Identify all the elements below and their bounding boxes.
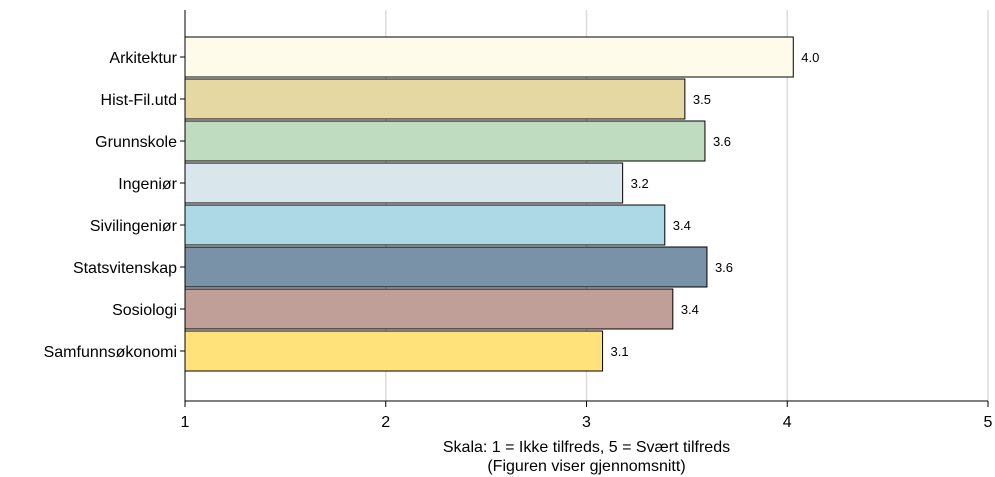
category-labels: Arkitektur Hist-Fil.utd Grunnskole Ingeniør… bbox=[44, 50, 185, 361]
category-label-3: Ingeniør bbox=[118, 176, 177, 193]
bar-0 bbox=[184, 36, 794, 78]
category-label-1: Hist-Fil.utd bbox=[101, 92, 177, 109]
value-label-2: 3.6 bbox=[713, 134, 731, 149]
value-label-0: 4.0 bbox=[801, 50, 819, 65]
bar-2 bbox=[184, 120, 706, 162]
value-label-3: 3.2 bbox=[631, 176, 649, 191]
bar-3 bbox=[184, 162, 624, 204]
category-label-0: Arkitektur bbox=[109, 50, 177, 67]
x-tick-label-4: 4 bbox=[783, 414, 792, 431]
x-axis-label: Skala: 1 = Ikke tilfreds, 5 = Svært tilf… bbox=[443, 439, 730, 456]
value-label-6: 3.4 bbox=[681, 302, 699, 317]
value-labels: 4.0 3.5 3.6 3.2 3.4 3.6 3.4 3.1 bbox=[611, 50, 820, 359]
category-label-2: Grunnskole bbox=[95, 134, 177, 151]
value-label-4: 3.4 bbox=[673, 218, 691, 233]
value-label-7: 3.1 bbox=[611, 344, 629, 359]
category-label-4: Sivilingeniør bbox=[90, 218, 178, 235]
category-label-5: Statsvitenskap bbox=[73, 260, 177, 277]
bar-5 bbox=[184, 246, 708, 288]
bar-1 bbox=[184, 78, 686, 120]
value-label-5: 3.6 bbox=[715, 260, 733, 275]
bar-6 bbox=[184, 288, 674, 330]
category-label-6: Sosiologi bbox=[112, 302, 177, 319]
x-ticks: 1 2 3 4 5 bbox=[181, 401, 993, 431]
x-tick-label-5: 5 bbox=[984, 414, 993, 431]
category-label-7: Samfunnsøkonomi bbox=[44, 344, 177, 361]
x-tick-label-1: 1 bbox=[181, 414, 190, 431]
bars bbox=[184, 36, 794, 372]
x-axis-sublabel: (Figuren viser gjennomsnitt) bbox=[487, 458, 685, 475]
value-label-1: 3.5 bbox=[693, 92, 711, 107]
x-tick-label-2: 2 bbox=[381, 414, 390, 431]
bar-7 bbox=[184, 330, 604, 372]
bar-4 bbox=[184, 204, 666, 246]
x-tick-label-3: 3 bbox=[582, 414, 591, 431]
